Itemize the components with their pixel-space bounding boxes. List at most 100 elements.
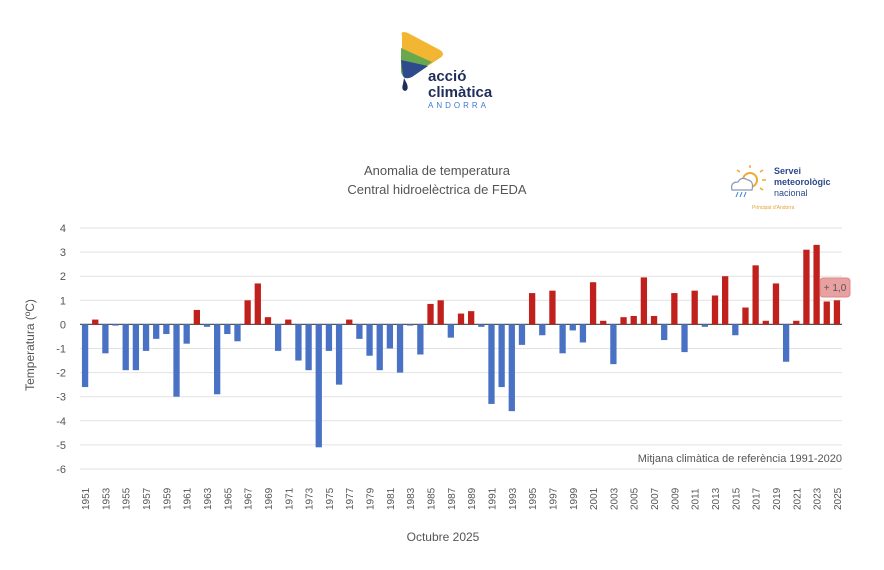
- reference-note: Mitjana climàtica de referència 1991-202…: [638, 453, 842, 465]
- bar-1962: [193, 309, 200, 325]
- bar-1966: [234, 324, 241, 342]
- bar-2019: [772, 283, 780, 325]
- logo-line1: acció: [428, 68, 467, 85]
- x-tick-label: 1997: [548, 487, 559, 510]
- y-tick-label: -5: [56, 440, 66, 452]
- x-tick-label: 1967: [244, 487, 255, 510]
- x-tick-label: 1989: [467, 487, 478, 510]
- bar-2020: [782, 324, 790, 362]
- bar-2016: [742, 307, 749, 325]
- bar-2001: [589, 282, 597, 325]
- bar-2011: [691, 290, 698, 325]
- bar-1990: [478, 324, 485, 327]
- bar-1984: [417, 324, 424, 355]
- bar-2018: [762, 320, 769, 325]
- bar-1996: [539, 324, 546, 336]
- x-tick-label: 1961: [183, 487, 194, 510]
- x-tick-label: 1983: [406, 487, 417, 510]
- x-tick-label: 1993: [508, 487, 519, 510]
- y-tick-label: 2: [60, 271, 66, 283]
- x-tick-label: 1995: [528, 487, 539, 510]
- bar-1973: [305, 324, 312, 371]
- bar-2022: [803, 249, 810, 325]
- logo-line2: climàtica: [428, 84, 493, 101]
- bar-2000: [579, 324, 587, 343]
- bar-1995: [528, 293, 536, 325]
- bar-1994: [518, 324, 526, 345]
- bar-1981: [386, 324, 394, 349]
- bar-1953: [102, 324, 109, 354]
- x-tick-label: 2007: [650, 487, 661, 510]
- x-tick-label: 1953: [101, 487, 112, 510]
- bar-2005: [630, 315, 637, 325]
- partner-line3: nacional: [774, 188, 808, 198]
- y-tick-label: 0: [60, 319, 66, 331]
- x-tick-label: 2001: [589, 487, 600, 510]
- bar-1964: [214, 324, 221, 395]
- bar-1956: [132, 324, 140, 371]
- bar-1951: [81, 324, 89, 388]
- bar-1963: [203, 324, 211, 327]
- bar-1969: [264, 317, 272, 325]
- bar-1971: [285, 319, 292, 325]
- bar-1954: [112, 324, 119, 326]
- bar-1972: [295, 324, 302, 361]
- bar-2002: [600, 320, 607, 325]
- bar-1998: [559, 324, 566, 354]
- main-logo-icon: [401, 32, 443, 91]
- x-tick-label: 1979: [366, 487, 377, 510]
- bar-1975: [325, 324, 333, 351]
- bar-1976: [335, 324, 343, 385]
- bar-2023: [813, 244, 820, 325]
- bar-1997: [549, 290, 556, 325]
- y-tick-label: 1: [60, 295, 66, 307]
- x-tick-label: 2003: [609, 487, 620, 510]
- bar-2003: [610, 324, 617, 365]
- bar-1983: [407, 324, 414, 326]
- x-tick-label: 2011: [691, 488, 702, 510]
- partner-line4: Principat d'Andorra: [752, 205, 795, 211]
- bar-1974: [315, 324, 322, 448]
- x-axis-label: Octubre 2025: [407, 530, 480, 544]
- chart-subtitle: Central hidroelèctrica de FEDA: [347, 182, 527, 197]
- bar-1961: [183, 324, 190, 344]
- bar-1989: [468, 311, 475, 325]
- partner-line2: meteorològic: [774, 177, 831, 187]
- x-tick-label: 1969: [264, 487, 275, 510]
- bar-1960: [173, 324, 180, 397]
- x-tick-label: 1987: [447, 487, 458, 510]
- x-tick-label: 2023: [813, 487, 824, 510]
- bar-2024: [823, 301, 830, 325]
- bar-2006: [640, 277, 648, 325]
- chart-title: Anomalia de temperatura: [364, 163, 511, 178]
- bar-1999: [569, 324, 576, 331]
- bar-1977: [346, 319, 353, 325]
- bar-1970: [274, 324, 282, 351]
- bar-1986: [437, 300, 444, 325]
- x-tick-label: 1957: [142, 487, 153, 510]
- bar-1985: [427, 303, 434, 325]
- bar-2007: [650, 315, 658, 325]
- bar-1965: [224, 324, 231, 335]
- partner-line1: Servei: [774, 166, 802, 176]
- x-tick-label: 2015: [731, 487, 742, 510]
- x-tick-label: 2019: [772, 487, 783, 510]
- x-tick-label: 2009: [670, 487, 681, 510]
- bar-1988: [457, 313, 465, 325]
- annotation-box: [819, 277, 851, 298]
- x-tick-label: 2021: [792, 487, 803, 510]
- x-tick-label: 2017: [752, 487, 763, 510]
- x-tick-label: 1981: [386, 487, 397, 510]
- x-tick-label: 1973: [305, 487, 316, 510]
- bar-1992: [498, 324, 505, 388]
- bar-2017: [752, 265, 759, 325]
- y-tick-label: -4: [56, 416, 66, 428]
- y-tick-label: 4: [60, 223, 66, 235]
- bar-2004: [620, 317, 627, 325]
- bar-1993: [508, 324, 515, 412]
- bar-1967: [244, 300, 251, 325]
- bar-1979: [366, 324, 373, 356]
- partner-logo-text: Servei meteorològic nacional: [774, 166, 831, 199]
- bar-2008: [661, 324, 668, 341]
